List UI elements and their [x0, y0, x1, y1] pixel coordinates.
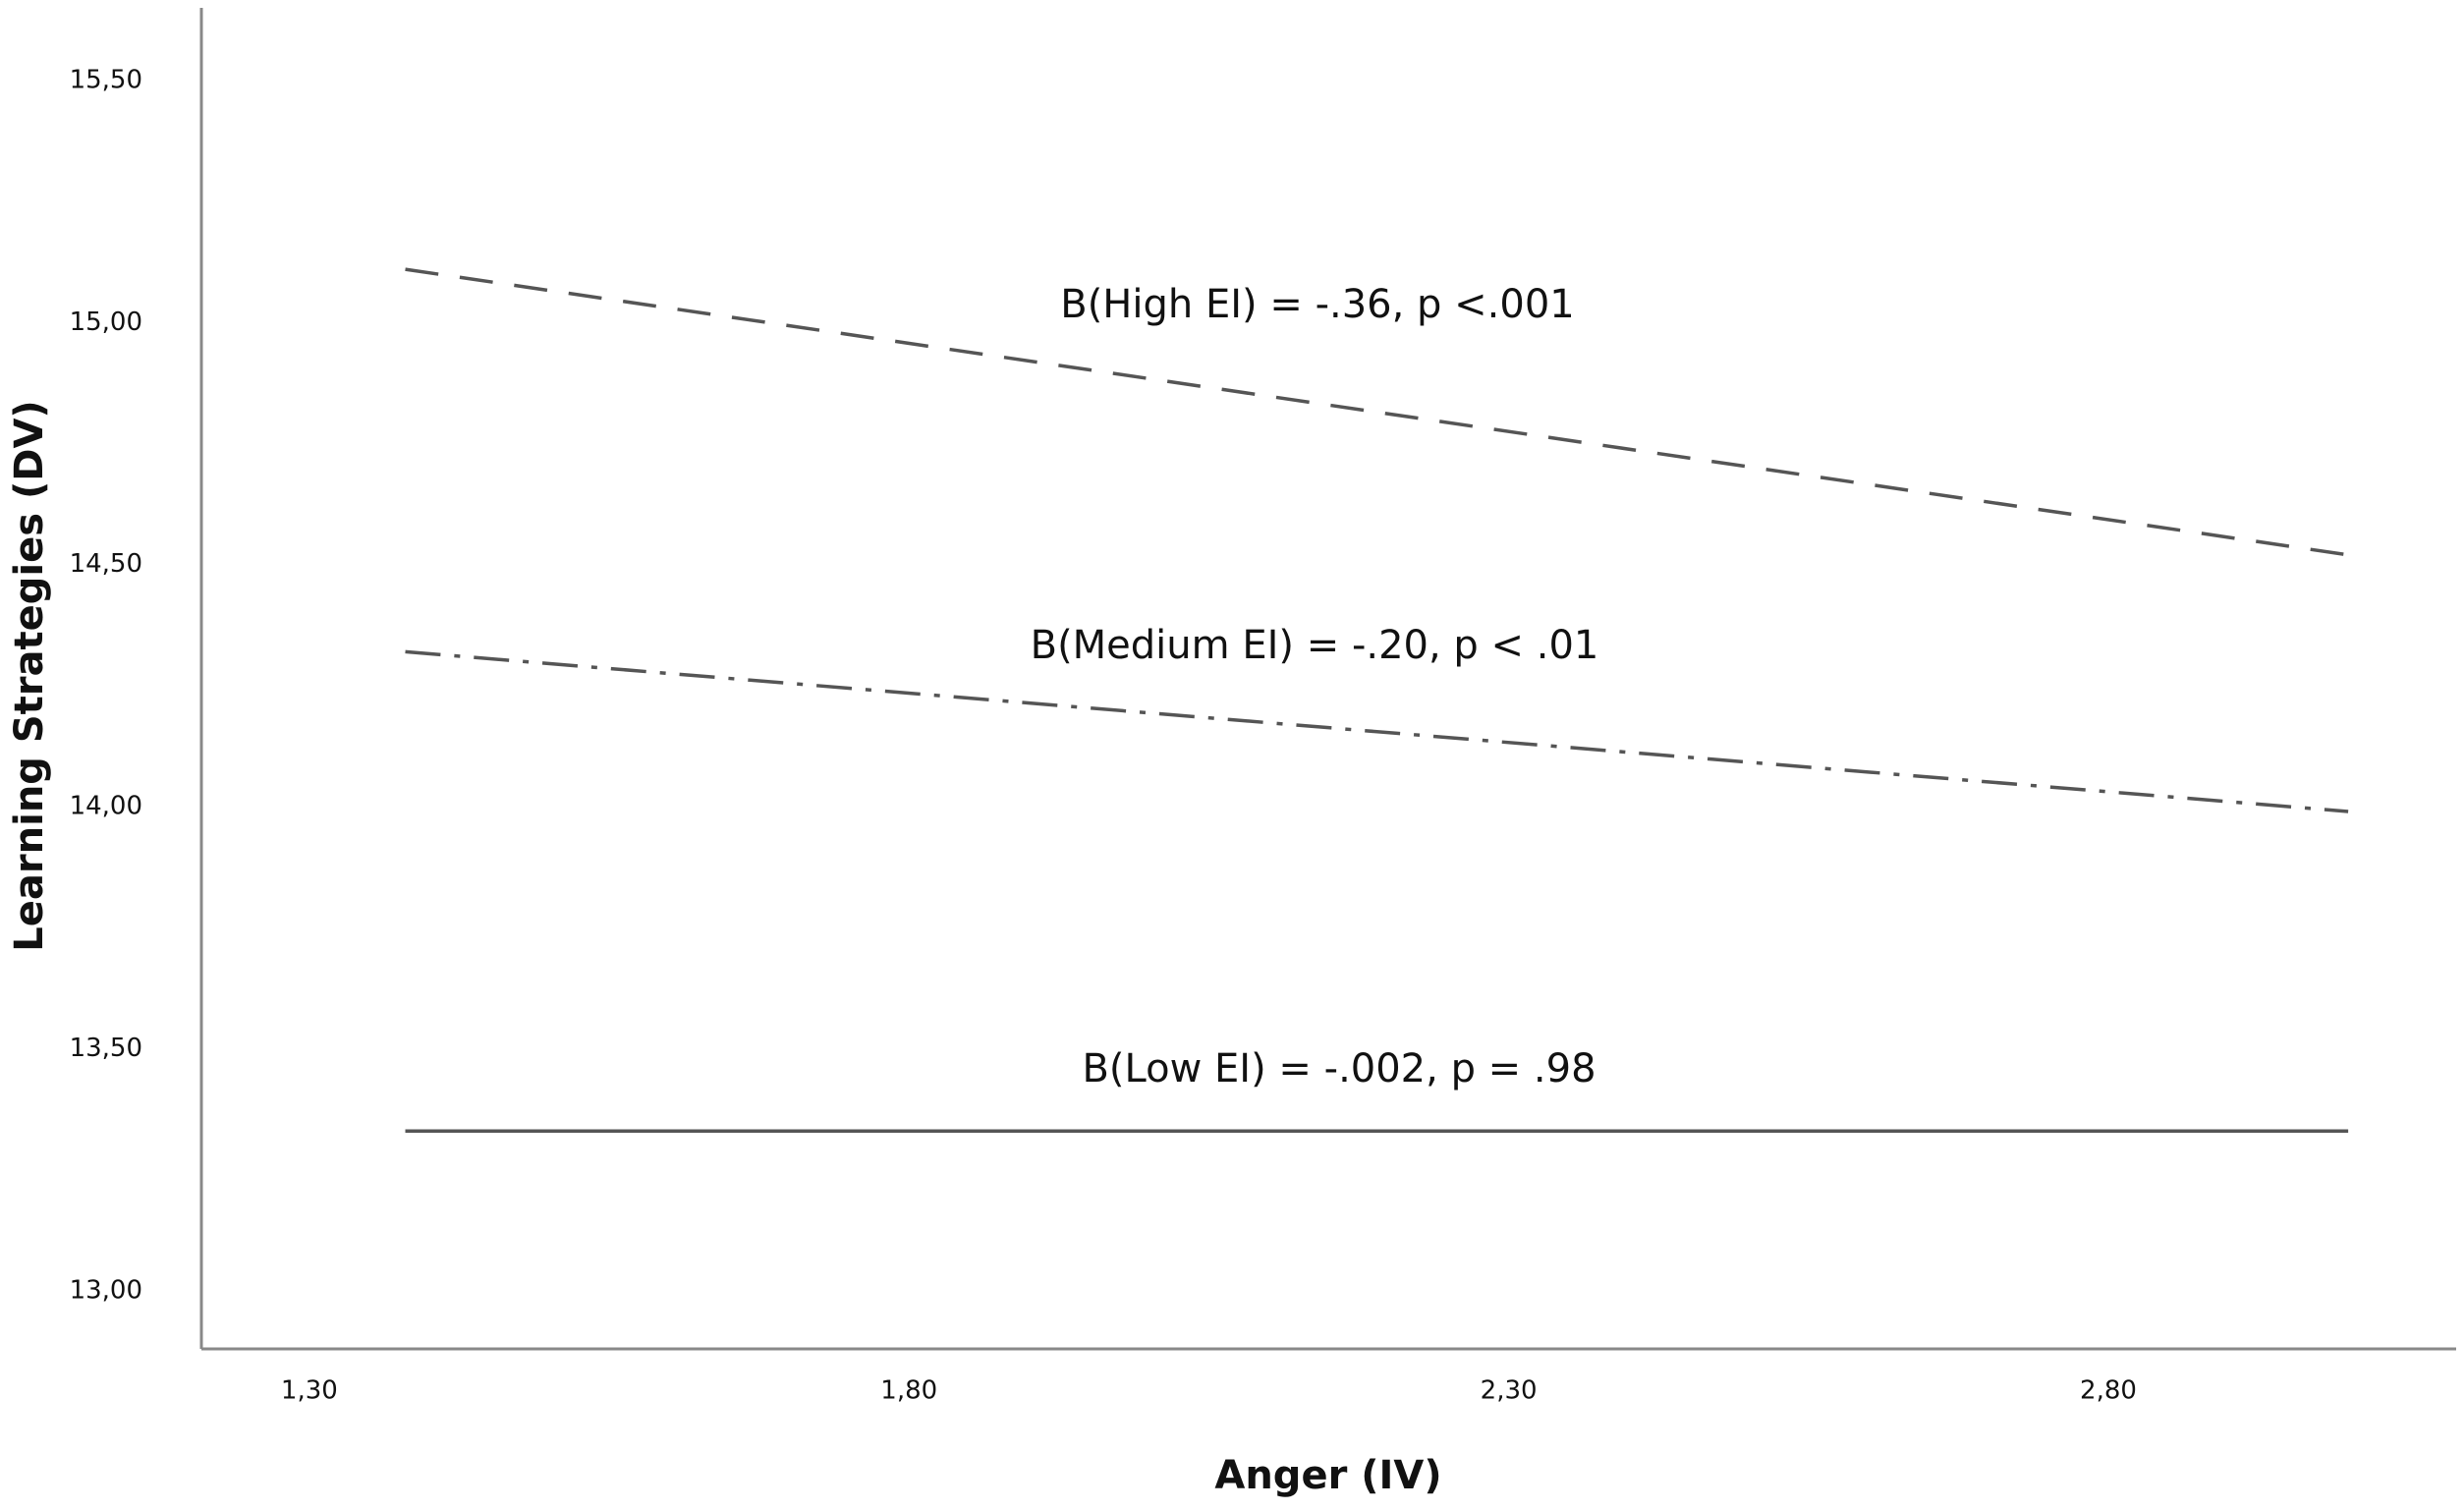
y-axis-label: Learning Strategies (DV) [7, 400, 52, 951]
y-tick-label: 13,00 [70, 1275, 142, 1305]
x-tick-label: 1,30 [281, 1376, 338, 1406]
y-tick-label: 13,50 [70, 1034, 142, 1063]
y-tick-label: 14,00 [70, 792, 142, 821]
annotation: B(Low EI) = -.002, p = .98 [1082, 1046, 1596, 1091]
x-tick-label: 2,80 [2080, 1376, 2137, 1406]
x-tick-label: 2,30 [1481, 1376, 1538, 1406]
y-tick-label: 15,00 [70, 308, 142, 337]
y-tick-label: 15,50 [70, 65, 142, 94]
y-tick-label: 14,50 [70, 549, 142, 579]
x-axis-label: Anger (IV) [1214, 1453, 1441, 1498]
series-line [405, 649, 2349, 813]
annotation: B(High EI) = -.36, p <.001 [1060, 282, 1574, 327]
x-tick-label: 1,80 [880, 1376, 937, 1406]
annotation: B(Medium EI) = -.20, p < .01 [1031, 623, 1599, 668]
